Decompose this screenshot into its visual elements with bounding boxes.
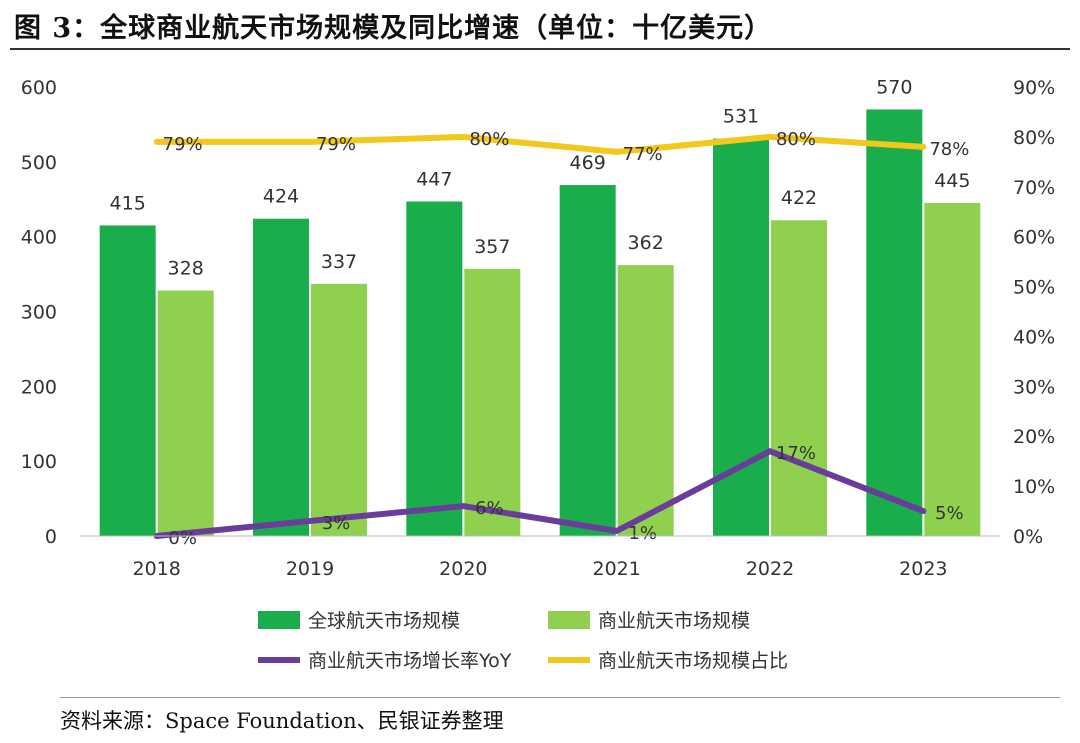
bar-data-label: 362 bbox=[628, 232, 664, 254]
left-tick-label: 300 bbox=[21, 302, 57, 324]
bar-data-label: 445 bbox=[934, 170, 970, 192]
right-tick-label: 30% bbox=[1013, 376, 1055, 398]
bar bbox=[866, 109, 923, 536]
bar bbox=[713, 138, 769, 536]
left-tick-label: 200 bbox=[21, 376, 57, 398]
right-tick-label: 40% bbox=[1013, 326, 1055, 348]
line-data-label: 0% bbox=[168, 528, 197, 549]
right-y-axis: 0% 10% 20% 30% 40% 50% 60% 70% 80% 90% bbox=[1013, 77, 1055, 548]
legend-swatch bbox=[548, 611, 590, 629]
bar-data-label: 357 bbox=[474, 236, 510, 258]
bar bbox=[464, 268, 521, 536]
bar-data-label: 328 bbox=[168, 258, 204, 280]
right-tick-label: 50% bbox=[1013, 277, 1055, 299]
bar-data-label: 337 bbox=[321, 251, 357, 273]
source-divider bbox=[60, 697, 1060, 698]
legend-label: 商业航天市场规模占比 bbox=[598, 650, 788, 672]
series-line bbox=[153, 448, 927, 539]
left-tick-label: 500 bbox=[21, 152, 57, 174]
right-tick-label: 10% bbox=[1013, 476, 1055, 498]
x-axis: 2018 2019 2020 2021 2022 2023 bbox=[80, 535, 1000, 580]
line-data-label: 80% bbox=[776, 129, 816, 150]
bar-series: 415 424 447 469 531 570 328 337 357 362 422 445 bbox=[99, 76, 981, 537]
right-tick-label: 70% bbox=[1013, 177, 1055, 199]
x-tick-label: 2020 bbox=[439, 558, 487, 580]
x-tick-label: 2022 bbox=[746, 558, 794, 580]
bar-data-label: 447 bbox=[416, 168, 452, 190]
legend-label: 商业航天市场增长率YoY bbox=[308, 650, 512, 672]
legend-label: 全球航天市场规模 bbox=[308, 610, 460, 632]
line-data-label: 17% bbox=[776, 443, 816, 464]
legend-label: 商业航天市场规模 bbox=[598, 610, 750, 632]
bar bbox=[99, 225, 156, 537]
x-tick-label: 2021 bbox=[592, 558, 640, 580]
x-tick-label: 2019 bbox=[286, 558, 334, 580]
bar bbox=[559, 185, 616, 536]
line-data-label: 80% bbox=[469, 129, 509, 150]
right-tick-label: 20% bbox=[1013, 426, 1055, 448]
bar-data-label: 469 bbox=[570, 152, 606, 174]
left-tick-label: 400 bbox=[21, 227, 57, 249]
x-tick-label: 2023 bbox=[899, 558, 947, 580]
source-note: 资料来源：Space Foundation、民银证券整理 bbox=[60, 709, 504, 733]
line-data-label: 78% bbox=[929, 139, 969, 160]
x-tick-label: 2018 bbox=[132, 558, 180, 580]
bar-data-label: 422 bbox=[781, 187, 817, 209]
chart: 0 100 200 300 400 500 600 0% 10% 20% 30% 40% 50% 60%… bbox=[21, 76, 1056, 672]
bar bbox=[406, 201, 463, 536]
bar bbox=[617, 265, 674, 536]
right-tick-label: 0% bbox=[1013, 526, 1043, 548]
line-data-label: 3% bbox=[322, 513, 351, 534]
line-data-label: 79% bbox=[163, 134, 203, 155]
bar bbox=[924, 202, 981, 536]
title-divider bbox=[10, 48, 1070, 50]
bar-data-label: 531 bbox=[723, 106, 759, 128]
left-tick-label: 0 bbox=[45, 526, 57, 548]
left-tick-label: 100 bbox=[21, 451, 57, 473]
right-tick-label: 60% bbox=[1013, 227, 1055, 249]
bar bbox=[157, 290, 214, 536]
bar bbox=[253, 218, 309, 536]
right-tick-label: 90% bbox=[1013, 77, 1055, 99]
legend-swatch bbox=[258, 611, 300, 629]
bar-data-label: 570 bbox=[876, 76, 912, 98]
line-data-label: 79% bbox=[316, 134, 356, 155]
bar bbox=[311, 283, 367, 536]
bar-data-label: 415 bbox=[110, 192, 146, 214]
bar bbox=[771, 220, 827, 536]
line-series: 0% 3% 6% 1% 17% 5% 79% 79% 80% 77% 80% 78% bbox=[153, 129, 969, 549]
bar-data-label: 424 bbox=[263, 186, 299, 208]
left-y-axis: 0 100 200 300 400 500 600 bbox=[21, 77, 57, 548]
line-data-label: 6% bbox=[475, 498, 504, 519]
series-line bbox=[153, 133, 927, 155]
line-data-label: 5% bbox=[935, 503, 964, 524]
line-data-label: 77% bbox=[623, 144, 663, 165]
right-tick-label: 80% bbox=[1013, 127, 1055, 149]
line-data-label: 1% bbox=[628, 523, 657, 544]
left-tick-label: 600 bbox=[21, 77, 57, 99]
figure-title: 图 3：全球商业航天市场规模及同比增速（单位：十亿美元） bbox=[14, 13, 773, 44]
